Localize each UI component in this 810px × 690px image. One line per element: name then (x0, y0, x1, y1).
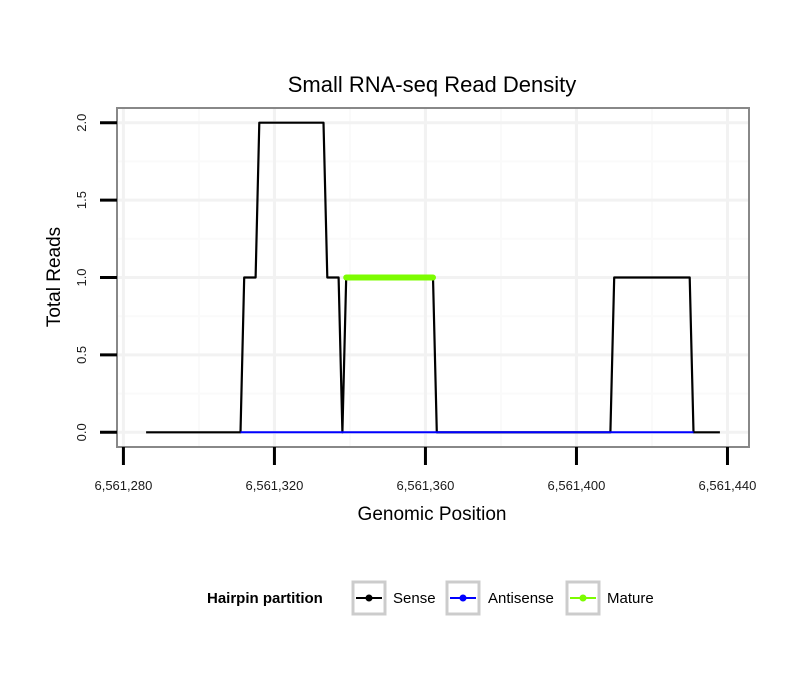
x-tick-label: 6,561,400 (548, 478, 606, 493)
series-layer (146, 121, 720, 434)
legend-label: Mature (607, 590, 654, 607)
chart-title: Small RNA-seq Read Density (288, 72, 577, 97)
x-tick-label: 6,561,440 (699, 478, 757, 493)
legend-title: Hairpin partition (207, 590, 323, 607)
y-tick-label: 2.0 (74, 114, 89, 132)
y-tick-label: 1.0 (74, 268, 89, 286)
y-tick-label: 0.5 (74, 346, 89, 364)
x-tick-label: 6,561,320 (246, 478, 304, 493)
y-axis-title: Total Reads (44, 227, 65, 327)
y-axis: 0.0 0.5 1.0 1.5 2.0 (74, 114, 117, 441)
grid-major (117, 108, 749, 447)
legend-key-point (459, 594, 467, 602)
x-axis: 6,561,280 6,561,320 6,561,360 6,561,400 6,56… (94, 447, 756, 493)
legend-key-point (579, 594, 587, 602)
y-tick-label: 0.0 (74, 423, 89, 441)
legend: Hairpin partition Sense Antisense Mature (207, 580, 654, 616)
x-tick-label: 6,561,280 (94, 478, 152, 493)
legend-key-point (365, 594, 373, 602)
legend-label: Antisense (488, 590, 554, 607)
x-tick-label: 6,561,360 (397, 478, 455, 493)
legend-label: Sense (393, 590, 436, 607)
y-tick-label: 1.5 (74, 191, 89, 209)
x-axis-title: Genomic Position (358, 504, 507, 525)
